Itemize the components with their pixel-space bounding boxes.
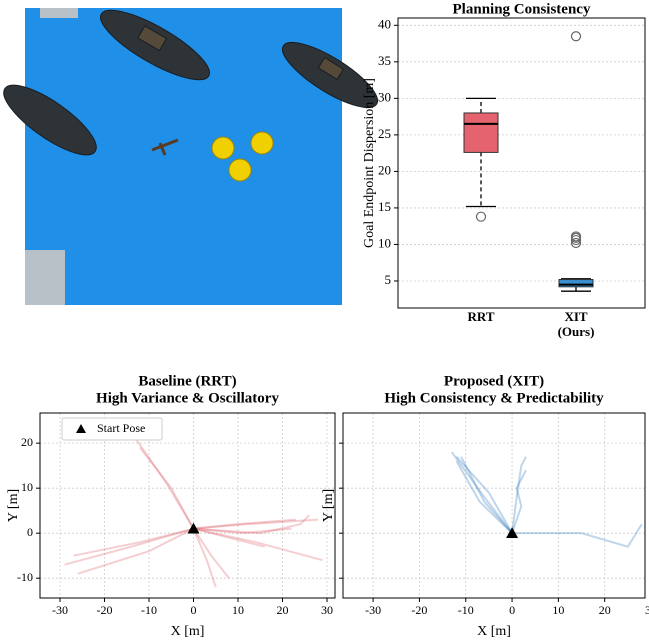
x-tick-label: 20 (276, 603, 288, 617)
x-tick-label: -30 (365, 603, 381, 617)
y-axis-label: Y [m] (6, 489, 21, 522)
x-tick-label: 0 (191, 603, 197, 617)
x-tick-label: RRT (468, 309, 495, 324)
y-tick-label: -10 (17, 570, 33, 584)
y-tick-label: 30 (378, 89, 391, 104)
y-tick-label: 5 (385, 272, 392, 287)
trajectory (64, 529, 193, 565)
y-tick-label: 40 (378, 16, 391, 31)
trajectory (452, 452, 512, 533)
figure: Planning Consistency Goal Endpoint Disper… (0, 0, 649, 644)
x-tick-label: -30 (52, 603, 68, 617)
x-tick-label: XIT (564, 309, 587, 324)
outlier (477, 212, 486, 221)
chart-title: High Variance & Oscillatory (96, 390, 279, 406)
x-tick-label: -10 (141, 603, 157, 617)
x-tick-label: 0 (509, 603, 515, 617)
y-tick-label: 0 (27, 525, 33, 539)
y-axis-label: Y [m] (321, 489, 336, 522)
legend-label: Start Pose (97, 421, 145, 435)
box (559, 280, 593, 287)
simulation-image (0, 0, 386, 305)
x-tick-label: (Ours) (558, 324, 595, 339)
chart-title: High Consistency & Predictability (384, 390, 604, 406)
y-tick-label: 15 (378, 199, 391, 214)
x-tick-label: -20 (97, 603, 113, 617)
chart-title: Planning Consistency (453, 1, 591, 17)
x-tick-label: -20 (411, 603, 427, 617)
x-axis-label: X [m] (171, 624, 205, 639)
y-tick-label: 10 (378, 235, 391, 250)
y-tick-label: 10 (21, 480, 33, 494)
y-axis-label: Goal Endpoint Dispersion [m] (362, 78, 377, 248)
y-tick-label: 35 (378, 53, 391, 68)
chart-title: Baseline (RRT) (138, 373, 236, 389)
y-tick-label: 20 (378, 162, 391, 177)
x-axis-label: X [m] (477, 624, 511, 639)
y-tick-label: 25 (378, 126, 391, 141)
trajectory (512, 524, 642, 547)
x-tick-label: 10 (552, 603, 564, 617)
plot-frame (343, 413, 645, 598)
x-tick-label: 20 (599, 603, 611, 617)
plot-frame (40, 413, 335, 598)
outlier (572, 32, 581, 41)
y-tick-label: 20 (21, 435, 33, 449)
trajectory (73, 529, 193, 556)
box (464, 113, 498, 152)
chart-title: Proposed (XIT) (444, 373, 544, 389)
x-tick-label: 30 (321, 603, 333, 617)
x-tick-label: 10 (232, 603, 244, 617)
x-tick-label: 30 (645, 603, 649, 617)
x-tick-label: -10 (458, 603, 474, 617)
